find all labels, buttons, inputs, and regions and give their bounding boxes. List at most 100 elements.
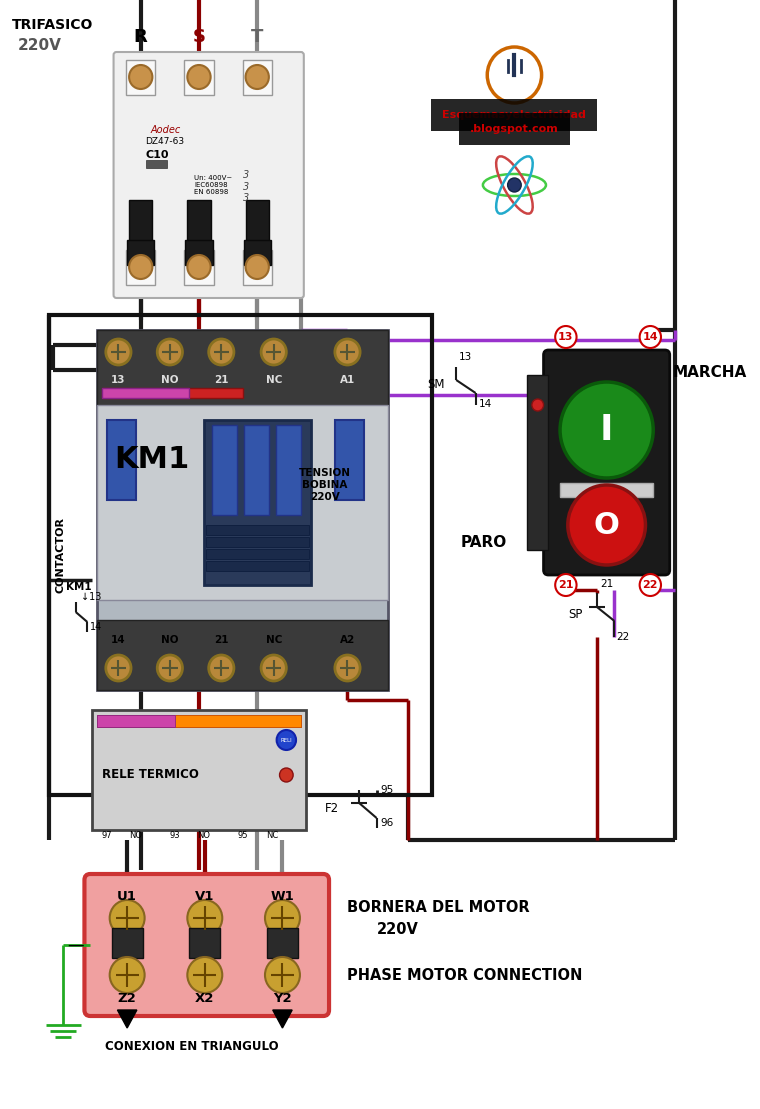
Text: KM1: KM1 <box>66 582 92 592</box>
Text: NO: NO <box>129 831 142 840</box>
Bar <box>244 425 269 515</box>
Text: 13: 13 <box>111 375 125 385</box>
Bar <box>204 420 311 586</box>
Text: NC: NC <box>266 831 278 840</box>
Text: W1: W1 <box>271 889 294 903</box>
Circle shape <box>157 339 182 365</box>
Circle shape <box>109 901 144 936</box>
Text: 220V: 220V <box>377 923 419 937</box>
Text: A1: A1 <box>340 375 355 385</box>
Text: V1: V1 <box>195 889 214 903</box>
Circle shape <box>109 957 144 993</box>
Circle shape <box>556 574 577 596</box>
Circle shape <box>261 339 287 365</box>
Text: Z2: Z2 <box>118 991 137 1005</box>
Bar <box>106 420 136 500</box>
Bar <box>102 388 189 398</box>
Text: I: I <box>600 413 613 447</box>
Text: A2: A2 <box>340 635 355 645</box>
Text: 97: 97 <box>101 831 112 840</box>
Text: PHASE MOTOR CONNECTION: PHASE MOTOR CONNECTION <box>347 967 583 983</box>
Text: 3
3
3: 3 3 3 <box>242 170 249 203</box>
Bar <box>242 250 272 285</box>
Text: TRIFASICO: TRIFASICO <box>11 18 93 32</box>
Text: ↓13: ↓13 <box>81 592 101 602</box>
Text: BORNERA DEL MOTOR: BORNERA DEL MOTOR <box>347 901 530 916</box>
Bar <box>206 525 309 535</box>
Circle shape <box>106 655 131 681</box>
Bar <box>527 375 549 550</box>
Text: O: O <box>594 510 619 539</box>
Circle shape <box>640 326 661 348</box>
Circle shape <box>277 730 296 750</box>
Text: NC: NC <box>265 375 282 385</box>
Text: 21: 21 <box>600 579 613 589</box>
Circle shape <box>245 255 269 279</box>
Text: RELI: RELI <box>280 737 292 743</box>
Bar <box>127 240 154 265</box>
Circle shape <box>245 65 269 89</box>
Bar <box>276 425 301 515</box>
Text: 14: 14 <box>479 399 492 409</box>
Circle shape <box>261 655 287 681</box>
Text: .blogspot.com: .blogspot.com <box>470 124 559 134</box>
Bar <box>97 330 388 690</box>
Text: 95: 95 <box>237 831 248 840</box>
Text: PARO: PARO <box>461 535 507 550</box>
Bar <box>335 420 364 500</box>
Text: 22: 22 <box>642 580 658 590</box>
Text: SP: SP <box>568 609 582 621</box>
Bar <box>187 200 211 260</box>
Circle shape <box>129 255 153 279</box>
Bar <box>189 928 220 958</box>
Bar <box>211 425 237 515</box>
Bar <box>244 240 271 265</box>
FancyBboxPatch shape <box>84 874 329 1016</box>
Text: Y2: Y2 <box>273 991 292 1005</box>
Text: X2: X2 <box>195 991 214 1005</box>
FancyBboxPatch shape <box>113 52 304 298</box>
Text: —: — <box>68 936 84 954</box>
Bar <box>267 928 298 958</box>
Bar <box>206 561 309 571</box>
Bar <box>146 160 167 167</box>
Bar <box>242 60 272 95</box>
Circle shape <box>508 179 521 192</box>
Circle shape <box>265 901 300 936</box>
Circle shape <box>187 901 222 936</box>
Text: T: T <box>251 28 264 45</box>
Polygon shape <box>118 1010 137 1028</box>
Text: CONEXION EN TRIANGULO: CONEXION EN TRIANGULO <box>105 1040 278 1054</box>
Text: NC: NC <box>265 635 282 645</box>
Bar <box>126 250 155 285</box>
Text: U1: U1 <box>117 889 137 903</box>
Text: 96: 96 <box>381 818 394 828</box>
Text: 13: 13 <box>558 332 574 342</box>
Text: 21: 21 <box>214 635 229 645</box>
Circle shape <box>129 65 153 89</box>
Text: 22: 22 <box>616 632 629 642</box>
Bar <box>185 60 214 95</box>
Text: KM1: KM1 <box>115 446 190 475</box>
Text: 95: 95 <box>381 785 394 795</box>
FancyBboxPatch shape <box>543 350 670 574</box>
Circle shape <box>335 655 360 681</box>
Text: F2: F2 <box>325 802 339 814</box>
Bar <box>175 715 301 728</box>
Circle shape <box>157 655 182 681</box>
Text: 14: 14 <box>642 332 658 342</box>
Text: C10: C10 <box>146 150 169 160</box>
Bar <box>185 240 213 265</box>
Text: NO: NO <box>198 831 211 840</box>
Circle shape <box>187 957 222 993</box>
Bar <box>97 330 388 405</box>
Text: 220V: 220V <box>17 38 62 53</box>
Text: MARCHA: MARCHA <box>673 365 747 380</box>
Circle shape <box>209 655 234 681</box>
Text: 13: 13 <box>459 352 473 362</box>
Bar <box>245 200 269 260</box>
Text: R: R <box>134 28 147 45</box>
Text: DZ47-63: DZ47-63 <box>146 138 185 146</box>
Bar <box>560 484 654 497</box>
Circle shape <box>187 255 211 279</box>
